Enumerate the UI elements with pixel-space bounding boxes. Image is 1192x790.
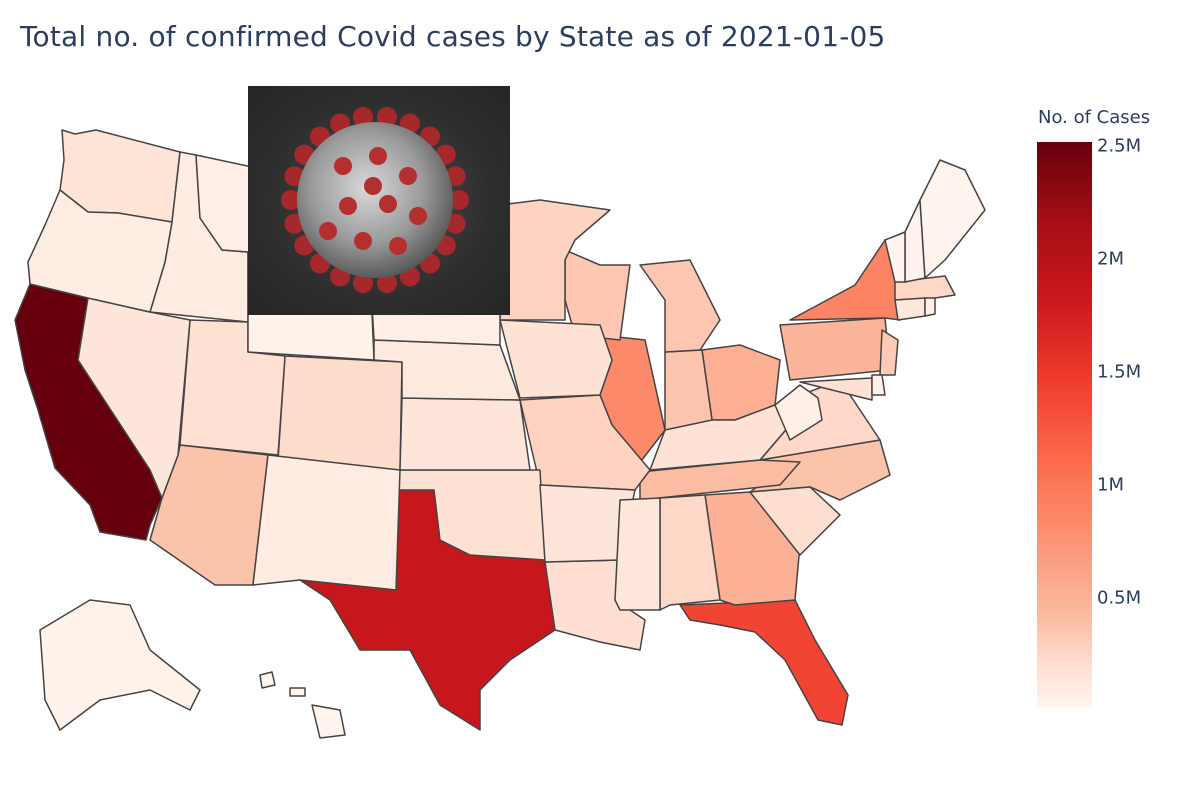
state-MS[interactable] [614,497,661,611]
state-DE[interactable] [871,374,886,396]
colorbar-tick-label: 2M [1097,248,1124,270]
state-RI[interactable] [924,297,936,317]
state-ME[interactable] [919,159,986,279]
state-OR[interactable] [27,189,173,313]
state-SC[interactable] [749,486,841,556]
virus-icon [281,106,469,294]
state-FL[interactable] [679,599,849,726]
state-WV[interactable] [774,384,823,441]
chart-title: Total no. of confirmed Covid cases by St… [20,20,886,53]
colorbar-tick-label: 2.5M [1097,135,1142,157]
state-NJ[interactable] [879,329,899,376]
state-MD[interactable] [799,377,873,401]
state-MI[interactable] [639,259,721,353]
virus-image [248,86,510,315]
colorbar-tick-label: 0.5M [1097,587,1142,609]
state-NY[interactable] [789,239,901,321]
state-PA[interactable] [779,317,891,381]
state-MA[interactable] [894,275,956,301]
state-NM[interactable] [252,454,401,591]
state-IA[interactable] [499,319,613,399]
state-HI[interactable] [259,671,346,739]
state-KS[interactable] [399,397,531,471]
colorbar-title: No. of Cases [1038,107,1151,128]
colorbar [1037,142,1092,707]
state-VT[interactable] [884,231,906,283]
state-CO[interactable] [277,355,403,471]
states-layer [14,129,986,739]
state-CT[interactable] [894,297,926,321]
colorbar-tick-label: 1.5M [1097,361,1142,383]
state-AK[interactable] [39,599,201,731]
colorbar-tick-label: 1M [1097,474,1124,496]
